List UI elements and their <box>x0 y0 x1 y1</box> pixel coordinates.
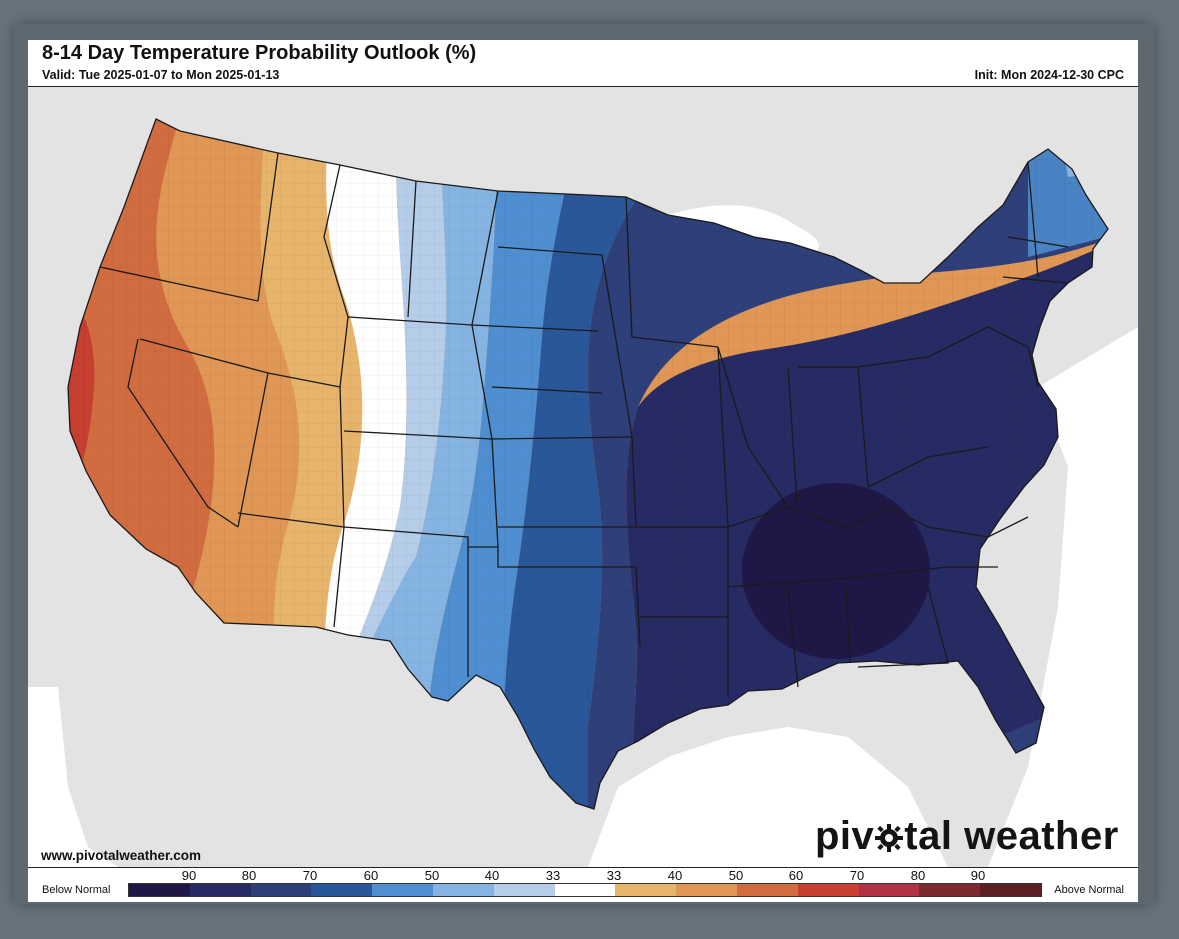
valid-range: Valid: Tue 2025-01-07 to Mon 2025-01-13 <box>42 68 280 82</box>
legend-tick: 90 <box>970 868 986 883</box>
source-url[interactable]: www.pivotalweather.com <box>41 848 202 863</box>
outlook-panel: 8-14 Day Temperature Probability Outlook… <box>28 40 1138 902</box>
legend-swatch <box>432 884 494 896</box>
state-borders <box>67 118 1109 810</box>
page-title: 8-14 Day Temperature Probability Outlook… <box>42 42 477 64</box>
map-area[interactable] <box>28 86 1138 868</box>
legend-swatch <box>676 884 737 896</box>
legend-tick: 33 <box>606 868 622 883</box>
legend-tick: 50 <box>728 868 744 883</box>
legend-swatch <box>129 884 190 896</box>
brand-suffix: tal weather <box>904 814 1119 858</box>
legend-tick: 33 <box>545 868 561 883</box>
atlantic-ocean <box>988 327 1138 867</box>
legend-swatch <box>250 884 312 896</box>
brand-logo: piv tal weather <box>815 814 1119 863</box>
legend-swatch <box>736 884 798 896</box>
legend-swatch <box>797 884 859 896</box>
legend-tick: 90 <box>181 868 197 883</box>
legend-ticks: 90 80 70 60 50 40 33 33 40 50 60 70 80 9… <box>28 868 1138 883</box>
legend-swatch <box>493 884 555 896</box>
legend-tick: 50 <box>424 868 440 883</box>
pacific-ocean <box>28 687 118 867</box>
legend-swatch <box>554 884 616 896</box>
legend-swatch <box>372 884 433 896</box>
gear-icon <box>874 818 904 863</box>
legend-color-bar <box>128 883 1042 897</box>
gulf-of-mexico <box>588 727 948 867</box>
legend-swatch <box>919 884 981 896</box>
legend-swatch <box>980 884 1041 896</box>
legend-tick: 60 <box>788 868 804 883</box>
outlook-map <box>28 87 1138 867</box>
legend-tick: 70 <box>849 868 865 883</box>
init-info: Init: Mon 2024-12-30 CPC <box>974 68 1124 82</box>
color-legend: 90 80 70 60 50 40 33 33 40 50 60 70 80 9… <box>28 868 1138 902</box>
legend-tick: 80 <box>241 868 257 883</box>
legend-tick: 70 <box>302 868 318 883</box>
legend-tick: 40 <box>484 868 500 883</box>
above-normal-label: Above Normal <box>1054 884 1124 896</box>
legend-swatch <box>311 884 373 896</box>
legend-swatch <box>858 884 920 896</box>
legend-swatch <box>615 884 677 896</box>
legend-tick: 40 <box>667 868 683 883</box>
legend-tick: 80 <box>910 868 926 883</box>
below-normal-label: Below Normal <box>42 884 111 896</box>
legend-tick: 60 <box>363 868 379 883</box>
brand-prefix: piv <box>815 814 875 858</box>
legend-swatch <box>189 884 251 896</box>
